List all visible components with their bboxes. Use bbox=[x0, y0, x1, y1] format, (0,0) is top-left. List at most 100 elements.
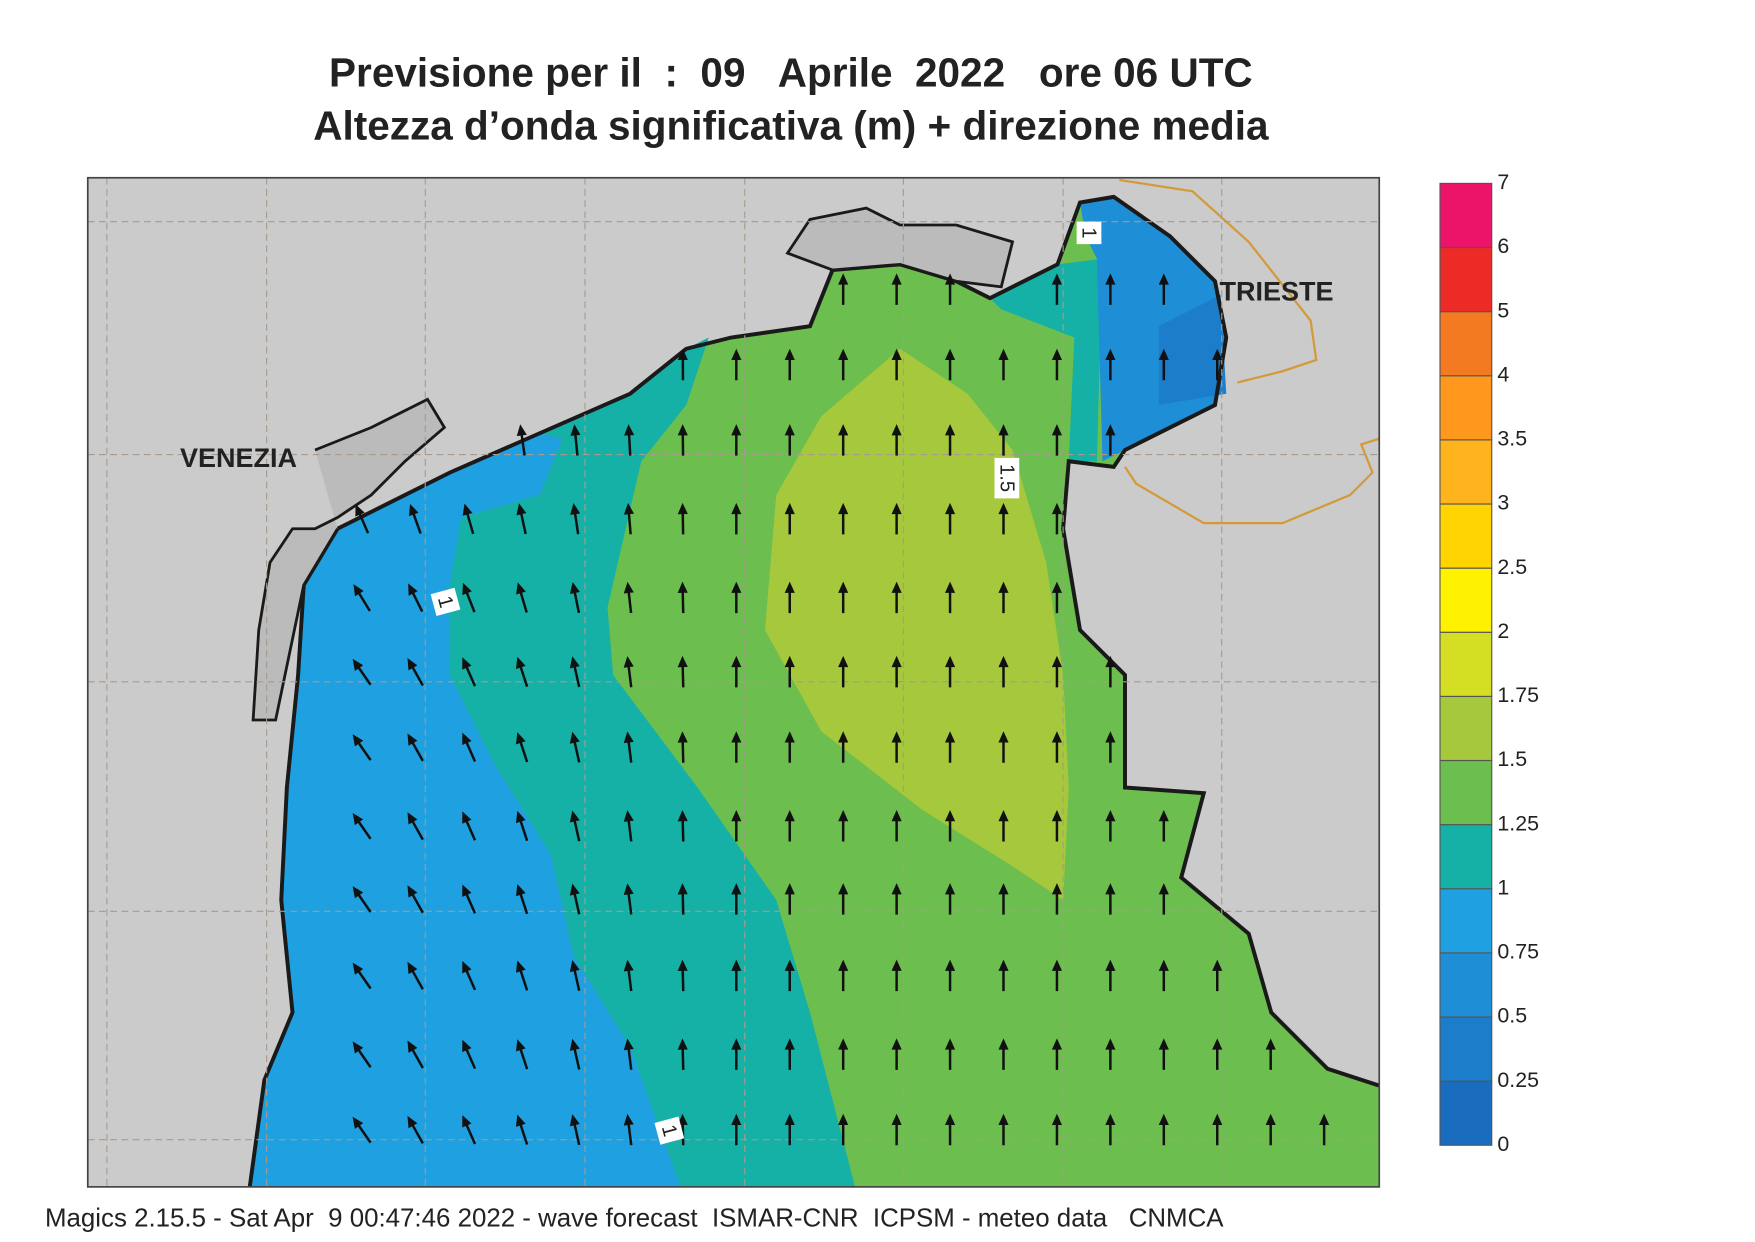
wave-arrow bbox=[516, 582, 528, 613]
wave-arrow bbox=[891, 273, 902, 305]
wave-arrow bbox=[352, 1041, 372, 1068]
wave-arrow bbox=[1051, 731, 1062, 763]
wave-arrow bbox=[407, 733, 424, 762]
wave-arrow bbox=[945, 581, 956, 614]
wave-arrow bbox=[569, 656, 581, 688]
colorbar-box bbox=[1439, 439, 1493, 505]
arrow-head bbox=[891, 810, 902, 822]
arrow-head bbox=[838, 731, 849, 743]
arrow-head bbox=[838, 1113, 849, 1125]
wave-arrow bbox=[838, 959, 849, 992]
wave-arrow bbox=[1105, 883, 1116, 915]
colorbar-box bbox=[1439, 631, 1493, 697]
wave-arrow bbox=[891, 959, 902, 992]
arrow-head bbox=[1319, 1113, 1330, 1125]
wave-arrow bbox=[838, 1113, 849, 1146]
arrow-head bbox=[1051, 502, 1062, 515]
sea-region bbox=[765, 348, 1069, 900]
contour-label-text: 1 bbox=[657, 1122, 681, 1139]
wave-arrow bbox=[838, 1038, 849, 1070]
wave-arrow bbox=[731, 655, 742, 688]
wave-arrow bbox=[731, 1038, 742, 1070]
wave-arrow bbox=[998, 655, 1009, 688]
sea-region bbox=[450, 337, 855, 1187]
arrow-head bbox=[623, 1113, 634, 1126]
wave-arrow bbox=[1319, 1113, 1330, 1146]
wave-arrow bbox=[891, 424, 902, 456]
wave-arrow bbox=[731, 883, 742, 915]
wave-arrow bbox=[1158, 348, 1169, 381]
arrow-head bbox=[838, 581, 849, 593]
wave-arrow bbox=[945, 348, 956, 381]
wave-arrow bbox=[462, 1115, 477, 1145]
arrow-head bbox=[516, 732, 526, 745]
wave-arrow bbox=[1051, 273, 1062, 305]
contour-label: 1 bbox=[1076, 221, 1102, 245]
wave-arrow bbox=[677, 959, 688, 992]
wave-arrow bbox=[838, 502, 849, 535]
wave-arrow bbox=[1051, 1113, 1062, 1146]
arrow-head bbox=[352, 1116, 364, 1129]
wave-arrow bbox=[945, 273, 956, 305]
colorbar-box bbox=[1439, 567, 1493, 633]
wave-arrow bbox=[731, 959, 742, 992]
contour-label-text: 1 bbox=[433, 594, 457, 611]
sea-region bbox=[1158, 294, 1227, 405]
arrow-head bbox=[891, 883, 902, 895]
wave-arrow bbox=[677, 424, 688, 456]
arrow-head bbox=[1105, 883, 1116, 895]
arrow-head bbox=[1051, 424, 1062, 436]
arrow-head bbox=[945, 883, 956, 895]
arrow-head bbox=[570, 503, 581, 515]
label-box bbox=[1076, 221, 1102, 245]
wave-arrow bbox=[624, 424, 635, 456]
arrow-head bbox=[945, 502, 956, 515]
contour-label: 1 bbox=[430, 587, 461, 616]
arrow-head bbox=[677, 502, 688, 515]
arrow-head bbox=[569, 656, 580, 669]
wave-arrow bbox=[570, 424, 581, 456]
arrow-head bbox=[677, 959, 688, 972]
arrow-head bbox=[352, 886, 364, 899]
wave-arrow bbox=[569, 1114, 581, 1146]
title-line: Previsione per il : 09 Aprile 2022 ore 0… bbox=[329, 50, 1253, 96]
arrow-head bbox=[462, 503, 473, 516]
arrow-head bbox=[677, 424, 688, 436]
wave-arrow bbox=[784, 1113, 795, 1146]
arrow-head bbox=[1105, 731, 1116, 743]
colorbar-box bbox=[1439, 246, 1493, 313]
wave-arrow bbox=[462, 503, 475, 535]
arrow-head bbox=[731, 883, 742, 895]
arrow-head bbox=[462, 732, 472, 746]
arrow-head bbox=[516, 424, 527, 437]
arrow-head bbox=[838, 348, 849, 360]
wave-arrow bbox=[998, 581, 1009, 614]
arrow-head bbox=[516, 582, 526, 595]
wave-arrow bbox=[1051, 883, 1062, 915]
arrow-head bbox=[677, 883, 688, 895]
wave-arrow bbox=[784, 731, 795, 763]
wave-arrow bbox=[891, 502, 902, 535]
wave-arrow bbox=[353, 584, 371, 612]
wave-arrow bbox=[731, 424, 742, 456]
wave-arrow bbox=[1212, 1038, 1223, 1070]
place-label: VENEZIA bbox=[180, 443, 297, 473]
arrow-head bbox=[569, 960, 580, 973]
wave-arrow bbox=[516, 883, 529, 915]
arrow-head bbox=[623, 1038, 634, 1051]
wave-arrow bbox=[1051, 655, 1062, 688]
label-box bbox=[430, 587, 461, 616]
wave-arrow bbox=[462, 657, 477, 687]
arrow-head bbox=[1212, 959, 1223, 971]
arrow-head bbox=[945, 273, 956, 285]
wave-arrow bbox=[623, 581, 634, 614]
wave-arrow bbox=[998, 502, 1009, 535]
wave-arrow bbox=[784, 810, 795, 842]
arrow-head bbox=[407, 1115, 418, 1129]
arrow-head bbox=[731, 810, 742, 822]
arrow-head bbox=[1051, 273, 1062, 285]
arrow-head bbox=[623, 959, 634, 972]
wave-arrow bbox=[677, 731, 688, 763]
arrow-head bbox=[516, 656, 526, 669]
